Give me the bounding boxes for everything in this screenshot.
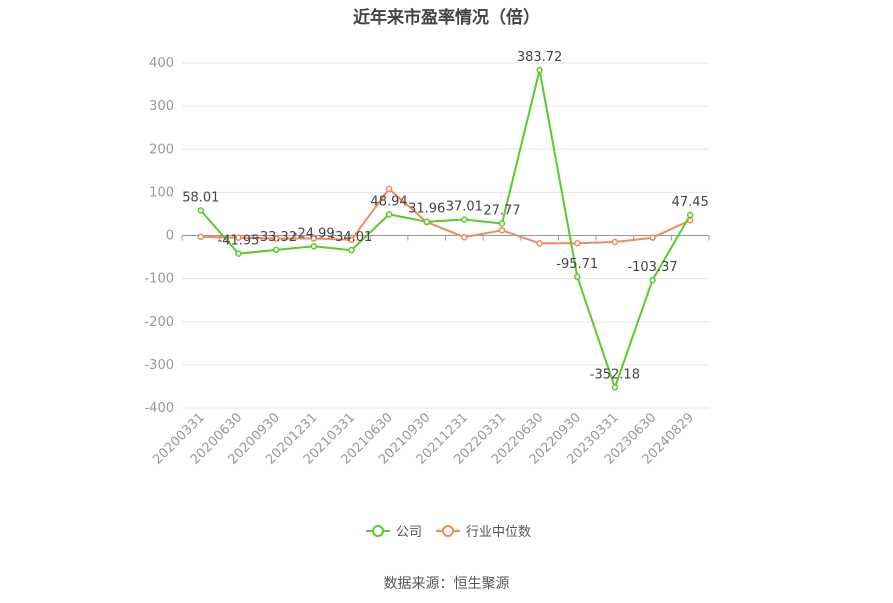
legend-marker-1 xyxy=(442,525,454,537)
series-line-1 xyxy=(200,187,691,245)
data-point xyxy=(461,216,468,223)
data-label: -33.32 xyxy=(255,230,297,245)
data-point xyxy=(423,218,430,225)
series-line-0 xyxy=(200,69,692,389)
data-point xyxy=(461,233,468,241)
data-point xyxy=(536,66,543,74)
data-point xyxy=(385,185,393,193)
data-point xyxy=(498,220,506,227)
data-point xyxy=(574,240,581,247)
data-point xyxy=(272,235,280,242)
data-label: 48.94 xyxy=(370,194,407,209)
data-point xyxy=(611,238,619,246)
data-label: -103.37 xyxy=(627,260,677,275)
data-point xyxy=(272,246,280,254)
data-source: 数据来源：恒生聚源 xyxy=(383,576,510,592)
data-point xyxy=(536,240,543,247)
chart-title: 近年来市盈率情况（倍） xyxy=(353,8,540,28)
data-label: -352.18 xyxy=(590,367,640,382)
data-point xyxy=(310,235,317,242)
data-label: 27.77 xyxy=(483,204,520,219)
data-label: -41.95 xyxy=(218,234,260,249)
y-tick-label: 0 xyxy=(166,229,174,244)
data-label: -24.99 xyxy=(293,226,335,241)
y-tick-label: 300 xyxy=(149,99,174,114)
y-tick-label: 400 xyxy=(149,56,174,71)
y-tick-label: -100 xyxy=(144,272,174,287)
y-tick-label: -300 xyxy=(144,358,174,373)
data-point xyxy=(574,273,581,281)
data-point xyxy=(235,234,242,241)
data-point xyxy=(310,243,317,250)
y-tick-label: -200 xyxy=(144,315,174,330)
data-point xyxy=(649,234,656,241)
y-tick-label: 100 xyxy=(149,185,174,200)
legend-marker-0 xyxy=(372,525,384,537)
y-tick-label: 200 xyxy=(149,142,174,157)
data-point xyxy=(348,236,355,244)
data-point xyxy=(611,384,619,391)
legend-label-0: 公司 xyxy=(396,525,422,540)
data-point xyxy=(385,211,393,218)
data-label: -34.01 xyxy=(330,230,372,245)
data-label: -95.71 xyxy=(556,257,598,272)
data-label: 37.01 xyxy=(446,200,483,215)
data-point xyxy=(649,276,656,284)
data-label: 47.45 xyxy=(672,195,709,210)
data-point xyxy=(197,233,205,241)
legend-label-1: 行业中位数 xyxy=(466,525,531,540)
data-point xyxy=(348,246,355,254)
data-point xyxy=(686,211,694,219)
y-tick-label: -400 xyxy=(144,401,174,416)
data-label: 383.72 xyxy=(517,50,563,65)
data-point xyxy=(498,227,506,234)
data-point xyxy=(235,250,242,257)
data-label: 31.96 xyxy=(408,202,445,217)
data-label: 58.01 xyxy=(182,190,219,205)
data-point xyxy=(197,207,205,214)
